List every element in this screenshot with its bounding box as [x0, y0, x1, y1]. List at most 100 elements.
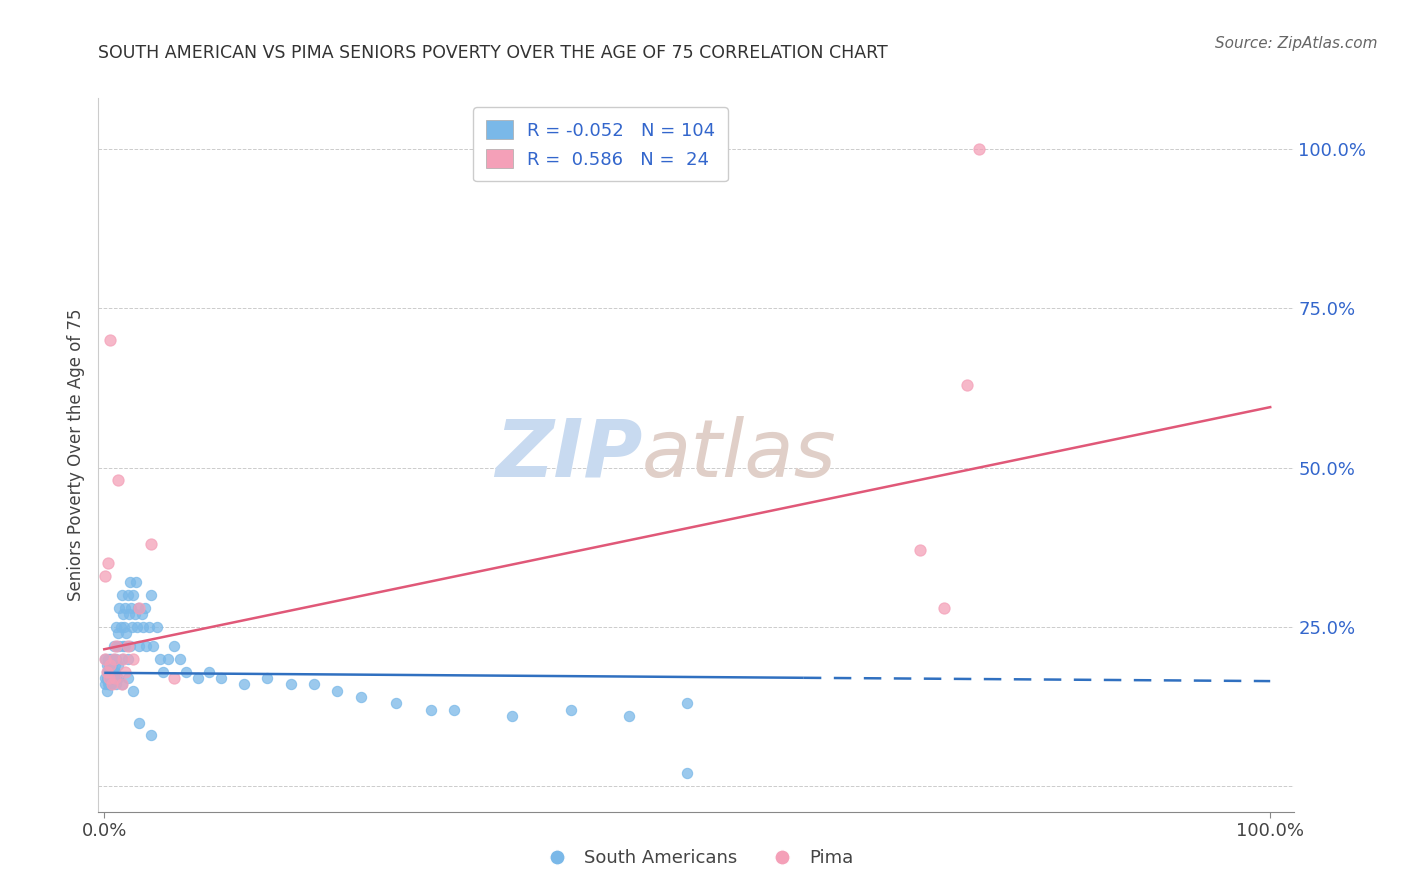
Point: [138, 620, 160, 634]
Point: [163, 671, 186, 685]
Point: [117, 588, 139, 602]
Point: [134, 600, 156, 615]
Point: [233, 677, 256, 691]
Point: [676, 766, 699, 780]
Point: [111, 652, 134, 666]
Point: [110, 620, 132, 634]
Point: [118, 607, 141, 622]
Point: [104, 665, 127, 679]
Point: [114, 665, 136, 679]
Point: [100, 658, 122, 673]
Point: [98, 677, 121, 691]
Point: [98, 333, 121, 347]
Point: [163, 639, 186, 653]
Point: [115, 626, 138, 640]
Point: [350, 690, 373, 704]
Point: [100, 671, 122, 685]
Point: [103, 652, 125, 666]
Point: [94, 652, 117, 666]
Point: [967, 142, 990, 156]
Point: [128, 639, 150, 653]
Point: [111, 652, 134, 666]
Legend: South Americans, Pima: South Americans, Pima: [531, 842, 860, 874]
Point: [145, 620, 167, 634]
Point: [98, 677, 121, 691]
Point: [122, 588, 145, 602]
Point: [103, 671, 125, 685]
Point: [107, 671, 129, 685]
Point: [104, 677, 127, 691]
Point: [108, 639, 131, 653]
Point: [97, 652, 120, 666]
Point: [105, 639, 128, 653]
Point: [104, 639, 127, 653]
Point: [97, 665, 120, 679]
Point: [101, 658, 124, 673]
Point: [107, 658, 129, 673]
Point: [384, 697, 406, 711]
Point: [142, 639, 165, 653]
Point: [96, 658, 118, 673]
Text: ZIP: ZIP: [495, 416, 643, 494]
Point: [96, 665, 118, 679]
Point: [617, 709, 640, 723]
Point: [560, 703, 582, 717]
Point: [104, 671, 127, 685]
Point: [117, 652, 139, 666]
Point: [104, 658, 127, 673]
Point: [98, 671, 121, 685]
Point: [135, 639, 157, 653]
Point: [94, 671, 117, 685]
Point: [98, 658, 121, 673]
Point: [96, 665, 118, 679]
Point: [280, 677, 302, 691]
Point: [94, 652, 117, 666]
Point: [111, 588, 134, 602]
Point: [108, 600, 131, 615]
Point: [97, 658, 120, 673]
Point: [114, 639, 136, 653]
Text: Source: ZipAtlas.com: Source: ZipAtlas.com: [1215, 36, 1378, 51]
Point: [209, 671, 232, 685]
Point: [104, 620, 127, 634]
Point: [127, 600, 149, 615]
Point: [122, 652, 145, 666]
Point: [120, 600, 142, 615]
Point: [139, 588, 162, 602]
Point: [97, 665, 120, 679]
Point: [97, 677, 120, 691]
Point: [112, 620, 135, 634]
Point: [125, 575, 148, 590]
Point: [97, 671, 120, 685]
Point: [121, 620, 143, 634]
Point: [104, 671, 127, 685]
Point: [419, 703, 441, 717]
Point: [97, 671, 120, 685]
Point: [932, 600, 955, 615]
Point: [256, 671, 278, 685]
Point: [122, 683, 145, 698]
Point: [104, 652, 127, 666]
Point: [97, 665, 120, 679]
Point: [443, 703, 465, 717]
Text: SOUTH AMERICAN VS PIMA SENIORS POVERTY OVER THE AGE OF 75 CORRELATION CHART: SOUTH AMERICAN VS PIMA SENIORS POVERTY O…: [98, 45, 889, 62]
Point: [131, 607, 153, 622]
Point: [152, 665, 174, 679]
Point: [139, 537, 162, 551]
Y-axis label: Seniors Poverty Over the Age of 75: Seniors Poverty Over the Age of 75: [66, 309, 84, 601]
Point: [96, 683, 118, 698]
Point: [103, 652, 125, 666]
Point: [97, 671, 120, 685]
Point: [186, 671, 208, 685]
Point: [96, 671, 118, 685]
Point: [111, 677, 134, 691]
Point: [111, 639, 134, 653]
Point: [103, 665, 125, 679]
Point: [124, 607, 146, 622]
Point: [118, 639, 141, 653]
Point: [132, 620, 155, 634]
Point: [100, 652, 122, 666]
Point: [117, 639, 139, 653]
Point: [128, 600, 150, 615]
Point: [128, 715, 150, 730]
